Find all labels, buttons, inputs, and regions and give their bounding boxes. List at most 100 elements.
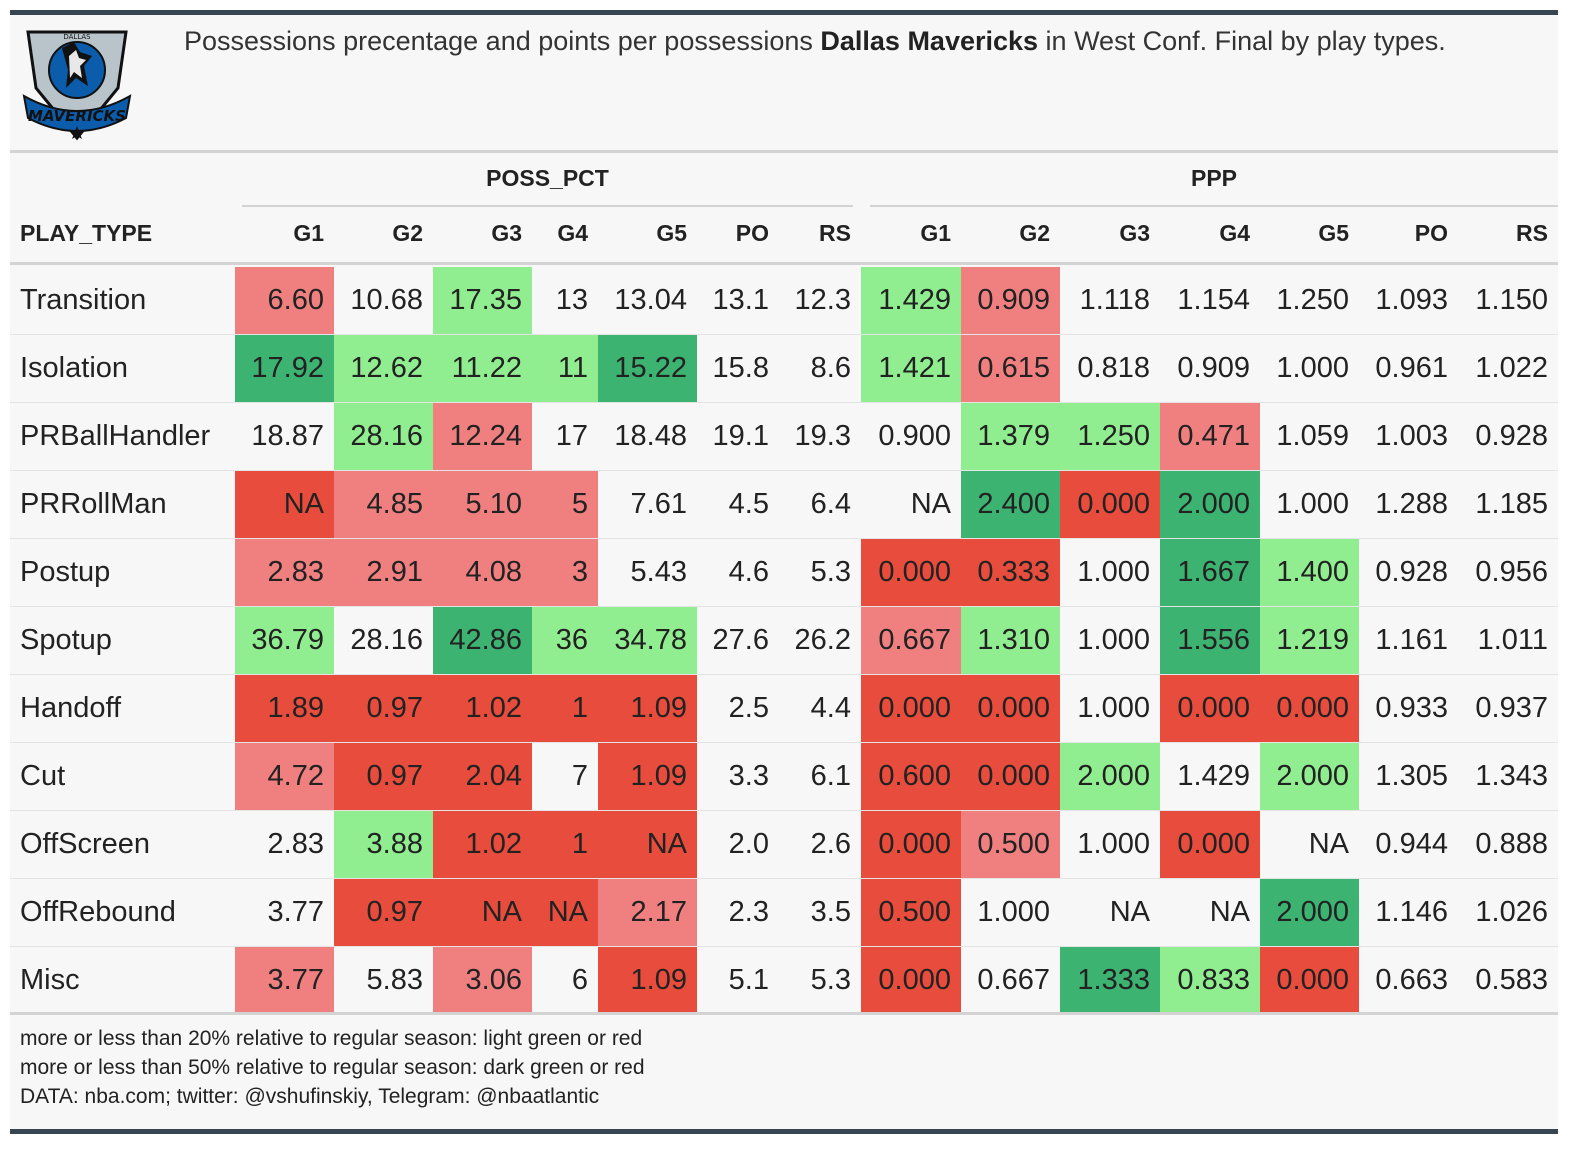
ppp-cell-misc-g3: 1.333	[1060, 947, 1160, 1014]
poss-pct-cell-prballhandler-g2: 28.16	[334, 403, 433, 470]
poss-pct-cell-transition-g2: 10.68	[350, 284, 423, 316]
ppp-cell-prballhandler-g2: 1.379	[961, 403, 1060, 470]
spanner-poss-pct: POSS_PCT	[486, 165, 609, 191]
poss-pct-cell-handoff-g3: 1.02	[433, 675, 532, 742]
poss-pct-cell-misc-g4: 6	[571, 964, 588, 996]
row-divider	[10, 810, 1558, 811]
ppp-cell-spotup-po: 1.161	[1375, 624, 1448, 656]
poss-pct-cell-prrollman-rs: 6.4	[810, 488, 851, 520]
ppp-cell-transition-g2: 0.909	[961, 267, 1060, 334]
spanner-ppp-rule	[870, 205, 1558, 207]
poss-pct-cell-misc-po: 5.1	[728, 964, 769, 996]
column-header-ppp-g3: G3	[1119, 220, 1150, 246]
ppp-cell-offscreen-g5: NA	[1308, 828, 1349, 860]
ppp-cell-cut-g3: 2.000	[1060, 743, 1160, 810]
column-header-poss-pct-g3: G3	[491, 220, 522, 246]
ppp-cell-isolation-po: 0.961	[1375, 352, 1448, 384]
row-divider	[10, 334, 1558, 335]
poss-pct-cell-spotup-g5: 34.78	[598, 607, 697, 674]
poss-pct-cell-postup-g5: 5.43	[630, 556, 687, 588]
poss-pct-cell-cut-g2: 0.97	[334, 743, 433, 810]
poss-pct-cell-cut-rs: 6.1	[810, 760, 851, 792]
ppp-cell-postup-g5: 1.400	[1260, 539, 1359, 606]
poss-pct-cell-isolation-g3: 11.22	[433, 335, 532, 402]
row-divider	[10, 538, 1558, 539]
ppp-cell-offscreen-g4: 0.000	[1160, 811, 1260, 878]
ppp-cell-cut-g1: 0.600	[861, 743, 961, 810]
column-header-poss-pct-g4: G4	[557, 220, 588, 246]
row-label-misc: Misc	[20, 964, 80, 996]
ppp-cell-offscreen-g2: 0.500	[961, 811, 1060, 878]
poss-pct-cell-offscreen-g4: 1	[532, 811, 598, 878]
ppp-cell-transition-g4: 1.154	[1177, 284, 1250, 316]
ppp-cell-misc-g4: 0.833	[1160, 947, 1260, 1014]
poss-pct-cell-transition-g4: 13	[555, 284, 588, 316]
poss-pct-cell-cut-po: 3.3	[728, 760, 769, 792]
ppp-cell-misc-g5: 0.000	[1260, 947, 1359, 1014]
poss-pct-cell-handoff-g5: 1.09	[598, 675, 697, 742]
ppp-cell-offscreen-rs: 0.888	[1475, 828, 1548, 860]
ppp-cell-cut-g2: 0.000	[961, 743, 1060, 810]
ppp-cell-handoff-g1: 0.000	[861, 675, 961, 742]
poss-pct-cell-spotup-rs: 26.2	[794, 624, 851, 656]
row-divider	[10, 674, 1558, 675]
ppp-cell-prrollman-g5: 1.000	[1276, 488, 1349, 520]
ppp-cell-handoff-po: 0.933	[1375, 692, 1448, 724]
ppp-cell-prballhandler-g5: 1.059	[1276, 420, 1349, 452]
note-data-source: DATA: nba.com; twitter: @vshufinskiy, Te…	[20, 1085, 600, 1108]
poss-pct-cell-misc-g3: 3.06	[433, 947, 532, 1014]
ppp-cell-prrollman-rs: 1.185	[1475, 488, 1548, 520]
poss-pct-cell-misc-rs: 5.3	[810, 964, 851, 996]
ppp-cell-cut-g4: 1.429	[1177, 760, 1250, 792]
poss-pct-cell-offscreen-g2: 3.88	[334, 811, 433, 878]
ppp-cell-handoff-rs: 0.937	[1475, 692, 1548, 724]
poss-pct-cell-cut-g4: 7	[571, 760, 588, 792]
poss-pct-cell-offscreen-g5: NA	[598, 811, 697, 878]
row-divider	[10, 470, 1558, 471]
poss-pct-cell-offrebound-rs: 3.5	[810, 896, 851, 928]
ppp-cell-transition-g3: 1.118	[1079, 284, 1150, 316]
poss-pct-cell-handoff-g2: 0.97	[334, 675, 433, 742]
row-label-prrollman: PRRollMan	[20, 488, 167, 520]
ppp-cell-handoff-g4: 0.000	[1160, 675, 1260, 742]
ppp-cell-prballhandler-g4: 0.471	[1160, 403, 1260, 470]
poss-pct-cell-isolation-rs: 8.6	[810, 352, 851, 384]
poss-pct-cell-cut-g5: 1.09	[598, 743, 697, 810]
column-header-poss-pct-g2: G2	[392, 220, 423, 246]
row-divider	[10, 742, 1558, 743]
row-label-isolation: Isolation	[20, 352, 129, 384]
row-label-cut: Cut	[20, 760, 66, 792]
ppp-cell-spotup-rs: 1.011	[1477, 624, 1548, 656]
poss-pct-cell-handoff-g4: 1	[532, 675, 598, 742]
ppp-cell-offscreen-g1: 0.000	[861, 811, 961, 878]
ppp-cell-postup-g1: 0.000	[861, 539, 961, 606]
note-dark-threshold: more or less than 50% relative to regula…	[20, 1056, 645, 1079]
ppp-cell-offrebound-g5: 2.000	[1260, 879, 1359, 946]
ppp-cell-postup-po: 0.928	[1375, 556, 1448, 588]
ppp-cell-isolation-g2: 0.615	[961, 335, 1060, 402]
ppp-cell-postup-g2: 0.333	[961, 539, 1060, 606]
column-header-poss-pct-g5: G5	[656, 220, 687, 246]
poss-pct-cell-cut-g3: 2.04	[433, 743, 532, 810]
poss-pct-cell-transition-g5: 13.04	[614, 284, 687, 316]
poss-pct-cell-prballhandler-g3: 12.24	[433, 403, 532, 470]
chart-title: Possessions precentage and points per po…	[184, 26, 1446, 56]
ppp-cell-offrebound-po: 1.146	[1375, 896, 1448, 928]
ppp-cell-postup-g3: 1.000	[1077, 556, 1150, 588]
ppp-cell-spotup-g3: 1.000	[1077, 624, 1150, 656]
poss-pct-cell-offrebound-g3: NA	[433, 879, 532, 946]
column-header-ppp-g2: G2	[1019, 220, 1050, 246]
poss-pct-cell-postup-g4: 3	[532, 539, 598, 606]
poss-pct-cell-transition-po: 13.1	[712, 284, 769, 316]
column-header-ppp-rs: RS	[1516, 220, 1548, 246]
poss-pct-cell-spotup-g1: 36.79	[235, 607, 334, 674]
poss-pct-cell-prrollman-g3: 5.10	[433, 471, 532, 538]
ppp-cell-offrebound-g4: NA	[1209, 896, 1250, 928]
ppp-cell-offrebound-g2: 1.000	[977, 896, 1050, 928]
column-header-ppp-g4: G4	[1219, 220, 1250, 246]
ppp-cell-offrebound-g1: 0.500	[861, 879, 961, 946]
poss-pct-cell-spotup-g4: 36	[532, 607, 598, 674]
poss-pct-cell-handoff-g1: 1.89	[235, 675, 334, 742]
row-label-prballhandler: PRBallHandler	[20, 420, 211, 452]
ppp-cell-handoff-g2: 0.000	[961, 675, 1060, 742]
